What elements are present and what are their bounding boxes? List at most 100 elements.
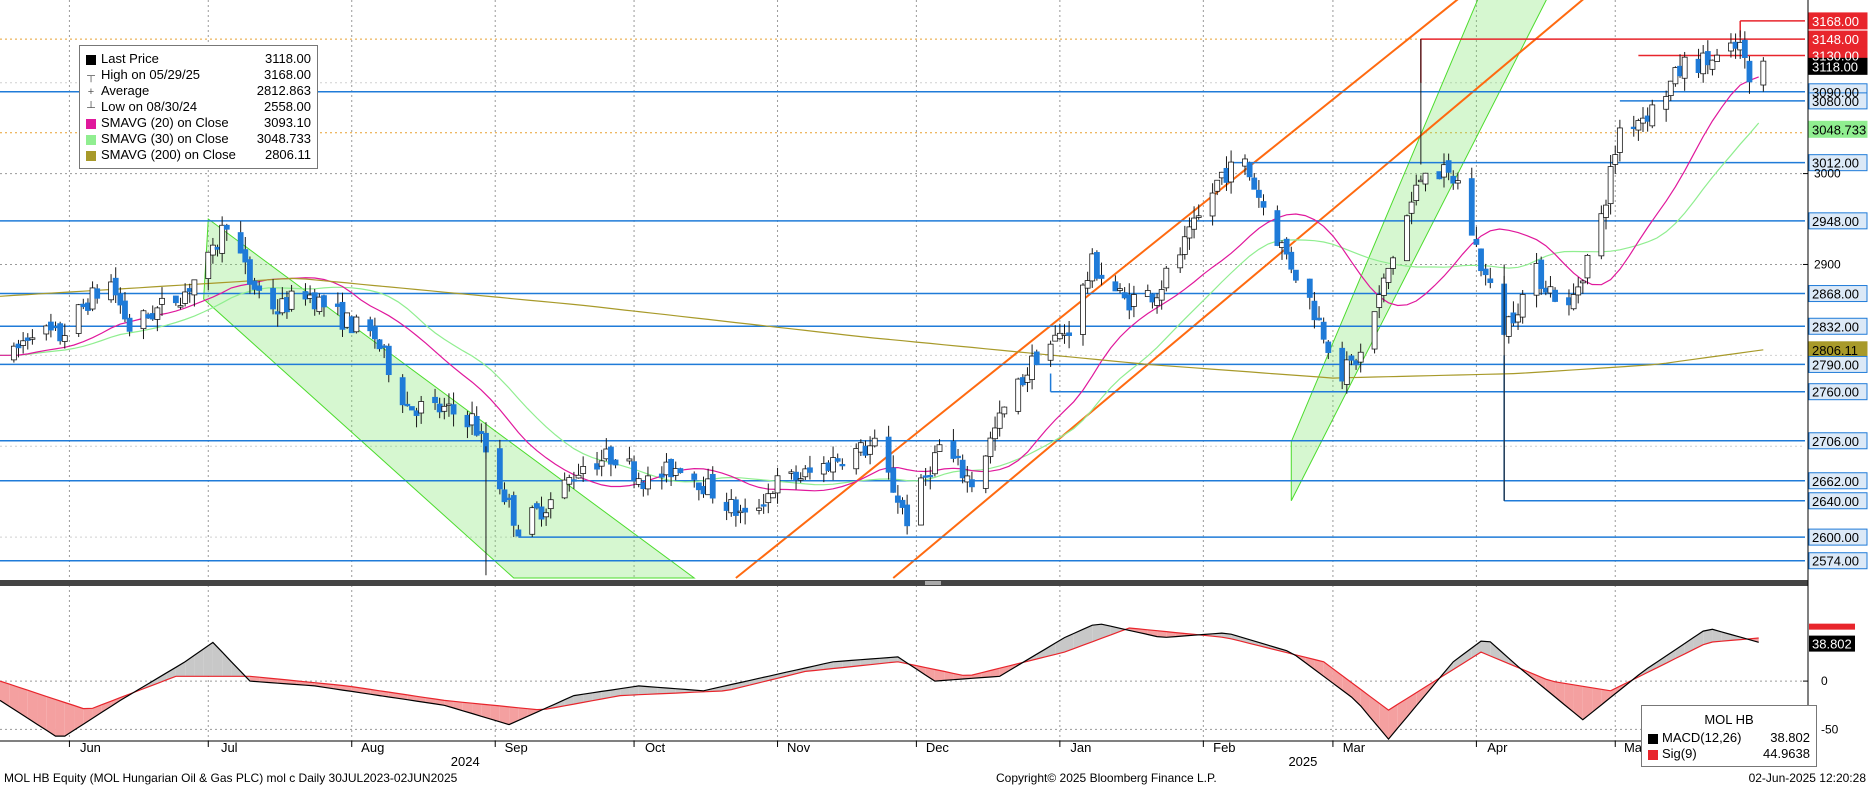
candle-up (987, 437, 994, 458)
macd-last-value-label: 38.802 (1812, 637, 1852, 652)
candle-down (473, 416, 480, 436)
candle-up (1214, 179, 1221, 192)
candle-up (561, 479, 568, 499)
level-price-tag (1808, 154, 1868, 172)
level-price-tag-label: 3168.00 (1812, 14, 1859, 29)
candle-up (982, 455, 989, 489)
candle-down (251, 280, 258, 290)
candle-down (904, 504, 911, 527)
macd-fill-negative (1305, 657, 1315, 670)
candle-down (256, 285, 263, 291)
macd-fill-negative (490, 705, 500, 722)
candle-up (1195, 215, 1202, 218)
macd-fill-negative (92, 704, 102, 719)
macd-fill-negative (27, 690, 38, 725)
macd-axis-tick-label: -50 (1821, 722, 1839, 736)
candle-up (1177, 254, 1184, 269)
level-price-tag-box (1808, 472, 1868, 490)
candle-down (668, 458, 674, 478)
candle-up (797, 478, 804, 481)
macd-fill-negative (499, 705, 510, 725)
macd-fill-positive (666, 687, 676, 694)
candle-down (1306, 278, 1313, 298)
candle-up (353, 316, 360, 333)
panel-resize-handle (925, 581, 941, 585)
candle-up (191, 279, 198, 296)
candle-up (1413, 184, 1420, 201)
macd-fill-negative (971, 672, 982, 679)
candle-up (1015, 378, 1022, 412)
macd-fill-negative (462, 702, 473, 714)
candle-up (1056, 332, 1063, 340)
candle-down (122, 300, 128, 320)
macd-fill-positive (203, 642, 213, 677)
candle-up (1154, 297, 1160, 306)
macd-fill-negative (55, 699, 65, 737)
last-price-swatch (86, 54, 96, 65)
candle-down (321, 295, 327, 308)
level-price-tag (1808, 472, 1868, 490)
candle-down (404, 403, 411, 407)
candle-up (918, 477, 924, 526)
candle-down (793, 471, 799, 481)
candle-down (1320, 321, 1327, 340)
macd-fill-positive (657, 687, 667, 694)
level-price-tag (1808, 212, 1868, 230)
macd-fill-positive (1083, 625, 1093, 646)
x-axis-year-label: 2025 (1288, 754, 1317, 769)
macd-fill-positive (1045, 643, 1056, 657)
candle-down (839, 463, 846, 467)
candle-down (15, 343, 22, 349)
footer-timestamp: 02-Jun-2025 12:20:28 (1748, 771, 1866, 785)
candle-up (219, 224, 226, 254)
candle-down (1274, 210, 1281, 246)
level-price-tag-label: 3080.00 (1812, 94, 1859, 109)
macd-fill-negative (1166, 631, 1176, 638)
candle-down (1292, 269, 1299, 281)
candle-up (1001, 406, 1008, 415)
candles (10, 30, 1767, 538)
candle-down (1450, 175, 1457, 184)
level-price-tag-label: 2706.00 (1812, 434, 1859, 449)
candle-up (1158, 289, 1165, 301)
macd-fill-negative (1157, 630, 1167, 638)
candle-down (94, 288, 101, 299)
candle-down (515, 529, 522, 537)
axis-tick-label: 2900 (1814, 257, 1841, 271)
candle-down (612, 459, 619, 466)
macd-fill-negative (1406, 692, 1417, 717)
macd-fill-positive (860, 659, 871, 666)
candle-down (371, 325, 378, 340)
macd-fill-positive (805, 665, 815, 672)
candle-down (399, 377, 406, 406)
macd-fill-positive (1471, 641, 1482, 658)
average-marker-icon: + (87, 86, 95, 98)
level-price-tag-label: 2760.00 (1812, 385, 1859, 400)
candle-down (496, 448, 503, 490)
candle-down (223, 224, 230, 230)
macd-fill-positive (212, 642, 223, 677)
macd-fill-positive (647, 686, 658, 695)
macd-swatch (1648, 733, 1658, 744)
level-price-tag-label: 2868.00 (1812, 287, 1859, 302)
level-price-tag-label: 3048.733 (1812, 122, 1866, 137)
macd-fill-negative (74, 705, 84, 731)
candle-down (126, 317, 133, 332)
candle-up (1607, 166, 1614, 205)
macd-fill-negative (1582, 686, 1593, 720)
candle-up (756, 507, 762, 511)
macd-fill-positive (1703, 629, 1713, 645)
candle-down (112, 277, 119, 296)
candle-down (1066, 332, 1073, 336)
candle-down (1353, 360, 1359, 366)
x-axis-month-label: Dec (926, 740, 950, 755)
candle-up (802, 468, 809, 478)
candle-up (1667, 80, 1674, 97)
level-price-tag-box (1808, 552, 1868, 570)
macd-fill-positive (1101, 624, 1111, 639)
macd-fill-negative (916, 665, 926, 676)
macd-fill-negative (18, 687, 28, 719)
candle-down (1251, 177, 1258, 190)
candle-up (626, 458, 633, 462)
